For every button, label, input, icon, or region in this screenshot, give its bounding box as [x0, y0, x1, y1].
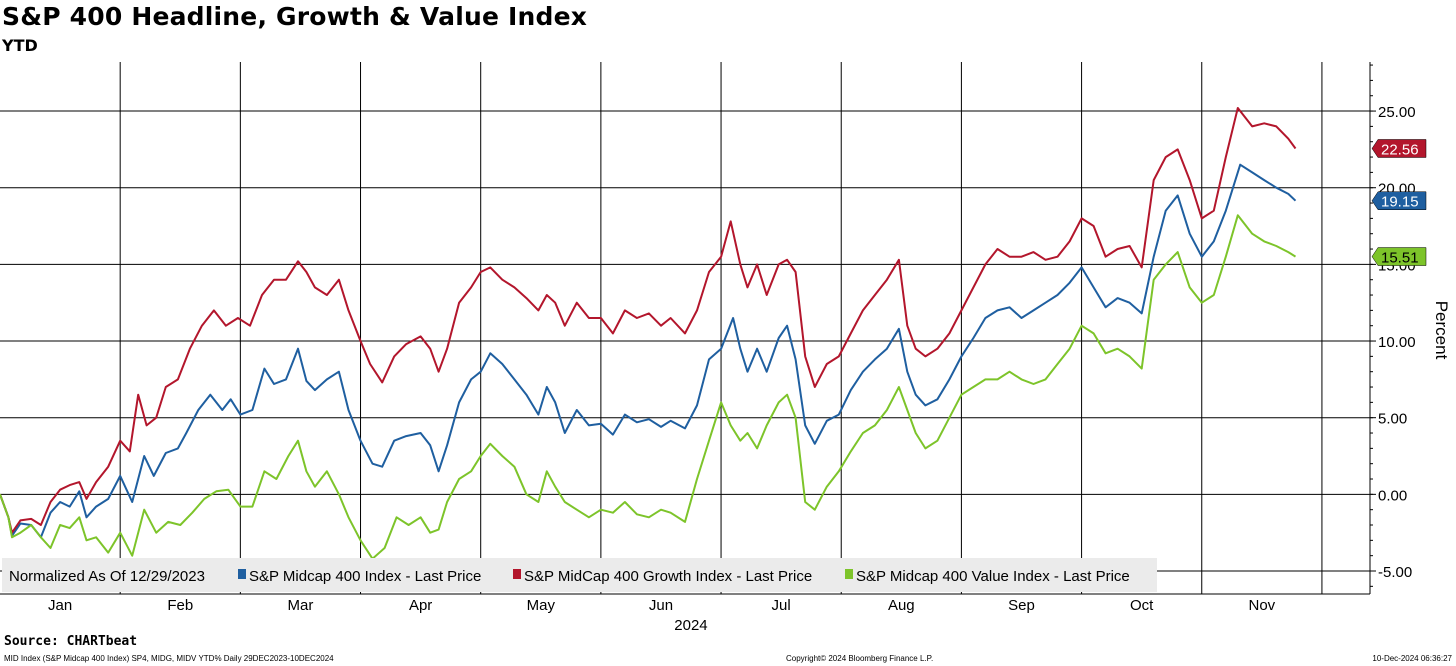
- series-line: [0, 163, 1297, 539]
- x-tick-label: Jul: [772, 597, 791, 614]
- x-tick-label: Feb: [167, 597, 193, 614]
- legend-box: [2, 558, 1157, 592]
- y-tick-label: 5.00: [1378, 411, 1407, 428]
- x-tick-label: Oct: [1130, 597, 1154, 614]
- last-value-tag: 22.56: [1371, 139, 1427, 158]
- legend-label: S&P Midcap 400 Index - Last Price: [249, 568, 481, 585]
- legend-label: S&P MidCap 400 Growth Index - Last Price: [524, 568, 812, 585]
- last-value-tag-box: [1371, 191, 1427, 210]
- chart-title: S&P 400 Headline, Growth & Value Index: [2, 2, 588, 31]
- x-tick-label: Apr: [409, 597, 432, 614]
- legend-label: S&P Midcap 400 Value Index - Last Price: [856, 568, 1130, 585]
- footer-right: 10-Dec-2024 06:36:27: [1372, 654, 1452, 663]
- legend-swatch: [513, 569, 521, 579]
- last-value-tags: 19.15 22.56 15.51: [1371, 139, 1427, 267]
- grid-lines: [0, 62, 1370, 594]
- legend: Normalized As Of 12/29/2023 S&P Midcap 40…: [2, 558, 1157, 592]
- last-value-tag-label: 22.56: [1381, 141, 1419, 158]
- x-axis-label: 2024: [674, 617, 707, 634]
- last-value-tag-label: 15.51: [1381, 250, 1419, 267]
- x-tick-label: Jan: [48, 597, 72, 614]
- series-lines: [0, 107, 1297, 560]
- source-note: Source: CHARTbeat: [4, 634, 138, 649]
- last-value-tag-label: 19.15: [1381, 194, 1419, 211]
- x-tick-label: Aug: [888, 597, 915, 614]
- series-line: [0, 214, 1297, 560]
- legend-prefix: Normalized As Of 12/29/2023: [9, 568, 205, 585]
- last-value-tag-box: [1371, 139, 1427, 158]
- last-value-tag-box: [1371, 247, 1427, 266]
- x-tick-label: Nov: [1248, 597, 1275, 614]
- x-tick-label: Mar: [288, 597, 314, 614]
- x-axis: Jan Feb Mar Apr May Jun Jul Aug Sep Oct Nov 2024: [0, 593, 1370, 634]
- y-tick-label: 25.00: [1378, 104, 1416, 121]
- x-tick-label: May: [527, 597, 556, 614]
- y-axis-label: Percent: [1432, 301, 1451, 360]
- y-tick-label: 10.00: [1378, 334, 1416, 351]
- legend-swatch: [845, 569, 853, 579]
- legend-swatch: [238, 569, 246, 579]
- footer-left: MID Index (S&P Midcap 400 Index) SP4, MI…: [4, 654, 334, 663]
- x-tick-label: Jun: [649, 597, 673, 614]
- last-value-tag: 19.15: [1371, 191, 1427, 211]
- footer-center: Copyright© 2024 Bloomberg Finance L.P.: [786, 654, 934, 663]
- last-value-tag: 15.51: [1371, 247, 1427, 267]
- series-line: [0, 107, 1297, 534]
- chart-subtitle: YTD: [2, 36, 38, 55]
- y-tick-label: -5.00: [1378, 564, 1412, 581]
- x-tick-label: Sep: [1008, 597, 1035, 614]
- y-tick-label: 0.00: [1378, 487, 1407, 504]
